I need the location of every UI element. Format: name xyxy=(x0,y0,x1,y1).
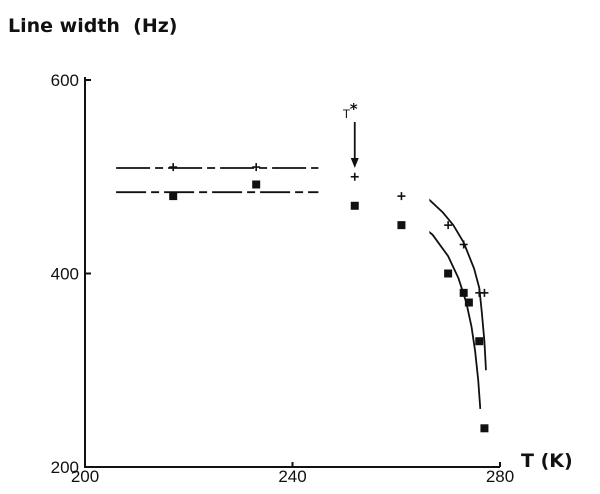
y-tick-label: 200 xyxy=(51,458,79,477)
square-point xyxy=(350,201,359,210)
square-point xyxy=(459,288,468,297)
y-tick-label: 400 xyxy=(51,265,79,284)
annotation-label: T xyxy=(343,107,351,121)
square-point xyxy=(480,424,489,433)
x-tick-label: 280 xyxy=(486,467,514,486)
fit-curves xyxy=(116,167,486,409)
square-point xyxy=(252,180,261,189)
x-tick-label: 200 xyxy=(71,467,99,486)
x-axis-label: T (K) xyxy=(521,450,573,472)
t-star-annotation: T * xyxy=(343,100,359,169)
plus-point xyxy=(397,192,406,201)
plus-point xyxy=(444,221,453,230)
plus-point xyxy=(350,172,359,181)
axis-ticks: 200 240 280 200 400 600 xyxy=(51,71,515,486)
fit-curve-2-solid xyxy=(116,192,480,409)
chart-title: Line width (Hz) xyxy=(8,15,177,37)
square-point xyxy=(464,298,473,307)
square-point xyxy=(475,337,484,346)
data-points xyxy=(169,163,489,433)
square-point xyxy=(444,269,453,278)
x-tick-label: 240 xyxy=(278,467,306,486)
square-point xyxy=(169,192,178,201)
plus-point xyxy=(252,163,261,172)
square-point xyxy=(397,221,406,230)
plus-point xyxy=(480,288,489,297)
y-tick-label: 600 xyxy=(51,71,79,90)
annotation-arrow-head xyxy=(350,158,359,169)
annotation-star: * xyxy=(350,100,358,118)
plus-point xyxy=(459,240,468,249)
plus-point xyxy=(169,163,178,172)
